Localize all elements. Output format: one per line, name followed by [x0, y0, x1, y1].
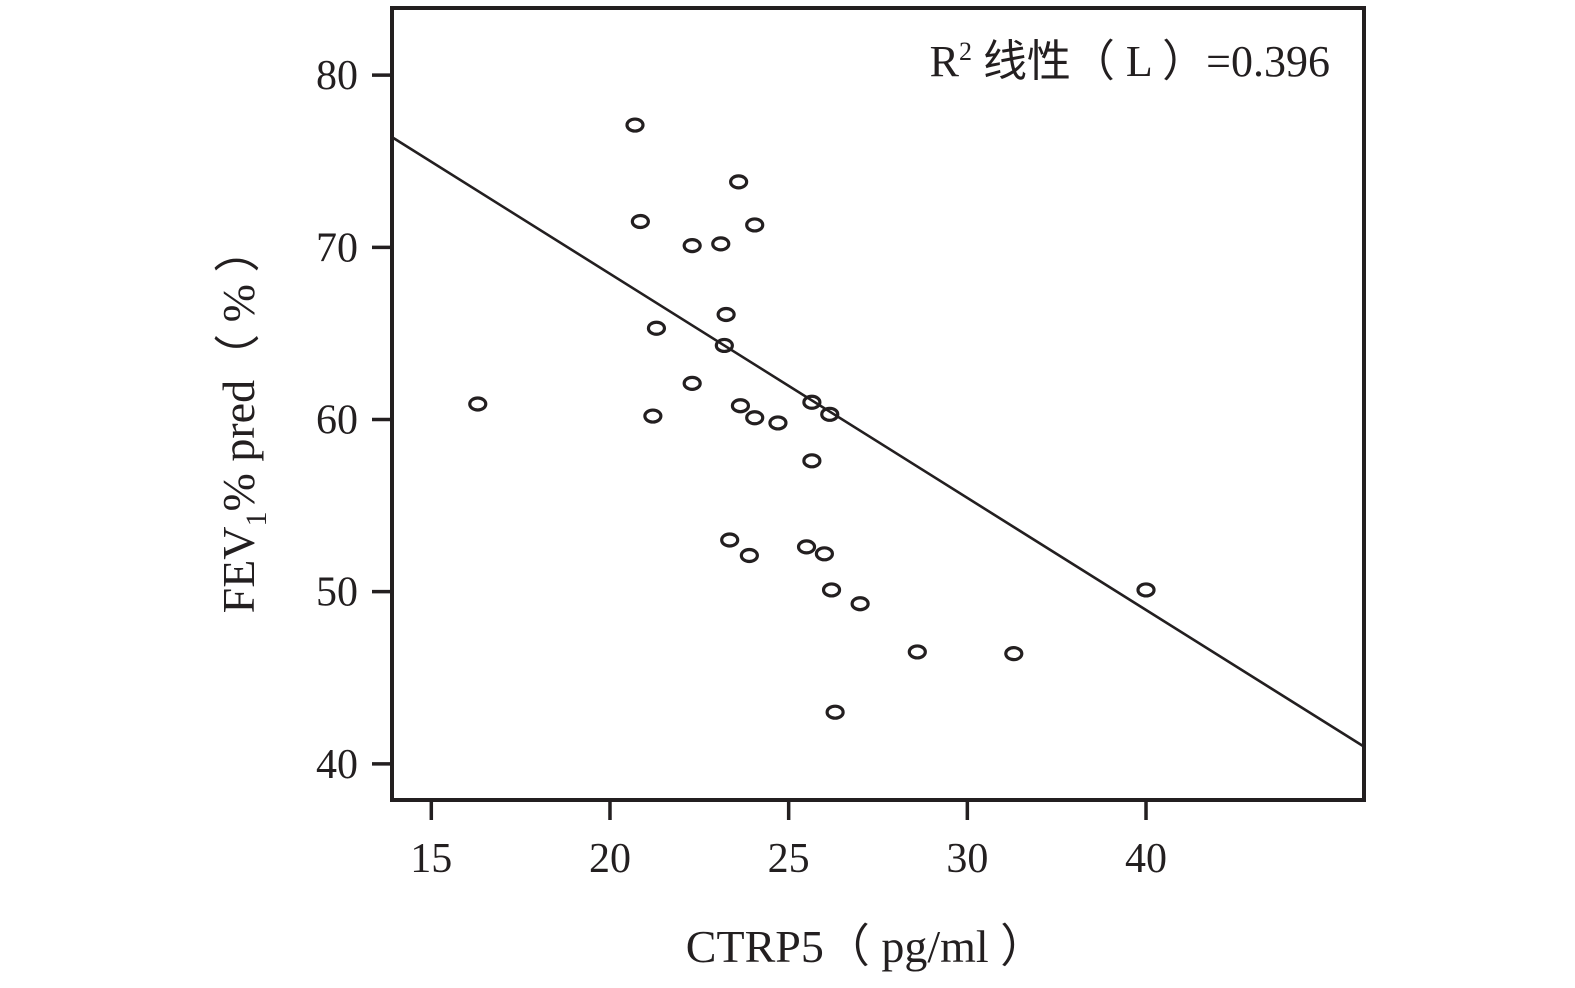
y-axis-title-suffix: % pred（ % ）: [213, 227, 264, 512]
data-point: [907, 644, 927, 660]
data-point: [768, 415, 788, 431]
x-axis: 15 20 25 30 40: [410, 800, 1167, 882]
y-tick-label: 60: [316, 397, 358, 443]
x-tick-label: 25: [768, 836, 810, 882]
regression-line: [391, 136, 1365, 748]
data-point: [820, 406, 840, 422]
annotation-superscript: 2: [959, 37, 972, 66]
data-point: [729, 174, 749, 190]
data-point: [825, 704, 845, 720]
data-point: [796, 539, 817, 555]
plot-frame: [390, 6, 1366, 802]
y-axis-title: FEV1% pred（ % ）: [213, 227, 273, 614]
data-point: [821, 582, 842, 598]
regression-line-group: [391, 136, 1365, 748]
data-point: [1136, 582, 1156, 598]
data-point: [682, 238, 702, 254]
data-point: [1004, 646, 1024, 662]
x-axis-title: CTRP5（ pg/ml ）: [686, 921, 1046, 972]
data-point: [630, 213, 650, 230]
data-point: [739, 547, 759, 564]
annotation-prefix: R: [930, 37, 960, 86]
data-point: [468, 396, 488, 412]
y-tick-label: 70: [316, 225, 358, 271]
y-tick-label: 50: [316, 570, 358, 616]
y-axis-title-subscript: 1: [240, 511, 273, 526]
data-point: [625, 117, 645, 133]
x-tick-label: 20: [589, 836, 631, 882]
data-point: [802, 394, 822, 410]
r-squared-annotation: R2 线性（ L ）=0.396: [930, 37, 1330, 86]
x-tick-label: 15: [410, 836, 452, 882]
data-point: [814, 546, 834, 562]
data-point: [802, 453, 822, 469]
y-axis: 40 50 60 70 80: [316, 53, 392, 788]
data-point: [682, 375, 702, 391]
data-point: [850, 596, 870, 612]
y-tick-label: 40: [316, 742, 358, 788]
data-points: [468, 117, 1156, 720]
data-point: [745, 217, 765, 233]
data-point: [730, 398, 751, 414]
y-axis-title-prefix: FEV: [213, 526, 264, 613]
data-point: [745, 410, 765, 426]
data-point: [716, 306, 736, 323]
x-tick-label: 40: [1125, 836, 1167, 882]
data-point: [643, 408, 663, 424]
y-tick-label: 80: [316, 53, 358, 99]
annotation-suffix: 线性（ L ）=0.396: [972, 37, 1330, 86]
data-point: [720, 532, 740, 548]
data-point: [714, 337, 734, 354]
data-point: [711, 236, 731, 252]
data-point: [646, 320, 667, 336]
x-tick-label: 30: [946, 836, 988, 882]
